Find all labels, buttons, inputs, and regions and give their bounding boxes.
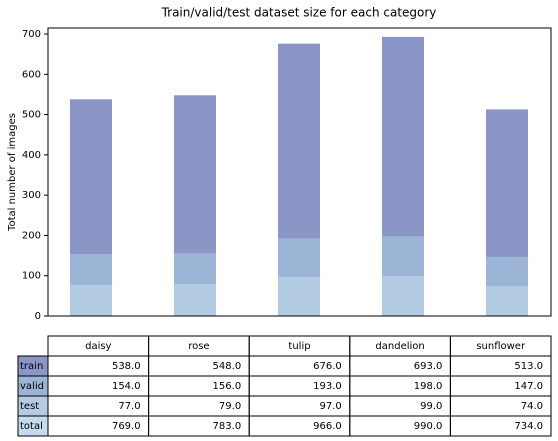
table-value: 676.0 [313,361,342,372]
y-tick-label: 100 [22,271,41,282]
table-value: 548.0 [213,361,242,372]
row-label: valid [20,381,44,392]
column-header: dandelion [375,341,424,352]
y-tick-label: 0 [35,311,41,322]
table-value: 79.0 [219,401,241,412]
table-value: 538.0 [112,361,141,372]
table-value: 769.0 [112,421,141,432]
table-value: 193.0 [313,381,342,392]
table-value: 693.0 [414,361,443,372]
table-value: 154.0 [112,381,141,392]
table-cell [449,415,552,437]
table-value: 966.0 [313,421,342,432]
y-tick-label: 600 [22,69,41,80]
table-value: 99.0 [420,401,442,412]
y-axis-label: Total number of images [7,113,18,232]
bar [174,284,216,316]
table-value: 156.0 [213,381,242,392]
chart-title: Train/valid/test dataset size for each c… [161,6,437,20]
y-tick-label: 200 [22,230,41,241]
y-tick-label: 400 [22,150,41,161]
y-tick-label: 700 [22,29,41,40]
row-label: total [20,421,43,432]
bar [278,276,320,316]
row-label: train [20,361,43,372]
column-header: tulip [288,341,310,352]
table-value: 74.0 [521,401,543,412]
bar [486,286,528,316]
bar [382,276,424,316]
plot-frame [47,27,552,317]
table-value: 513.0 [514,361,543,372]
y-tick-label: 300 [22,190,41,201]
y-tick-label: 500 [22,110,41,121]
bar [70,284,112,316]
column-header: rose [188,341,209,352]
column-header: sunflower [476,341,526,352]
table-value: 783.0 [213,421,242,432]
table-value: 77.0 [118,401,140,412]
table-value: 147.0 [514,381,543,392]
table-value: 734.0 [514,421,543,432]
row-label: test [20,401,39,412]
table-value: 198.0 [414,381,443,392]
table-value: 990.0 [414,421,443,432]
column-header: daisy [85,341,111,352]
table-value: 97.0 [320,401,342,412]
